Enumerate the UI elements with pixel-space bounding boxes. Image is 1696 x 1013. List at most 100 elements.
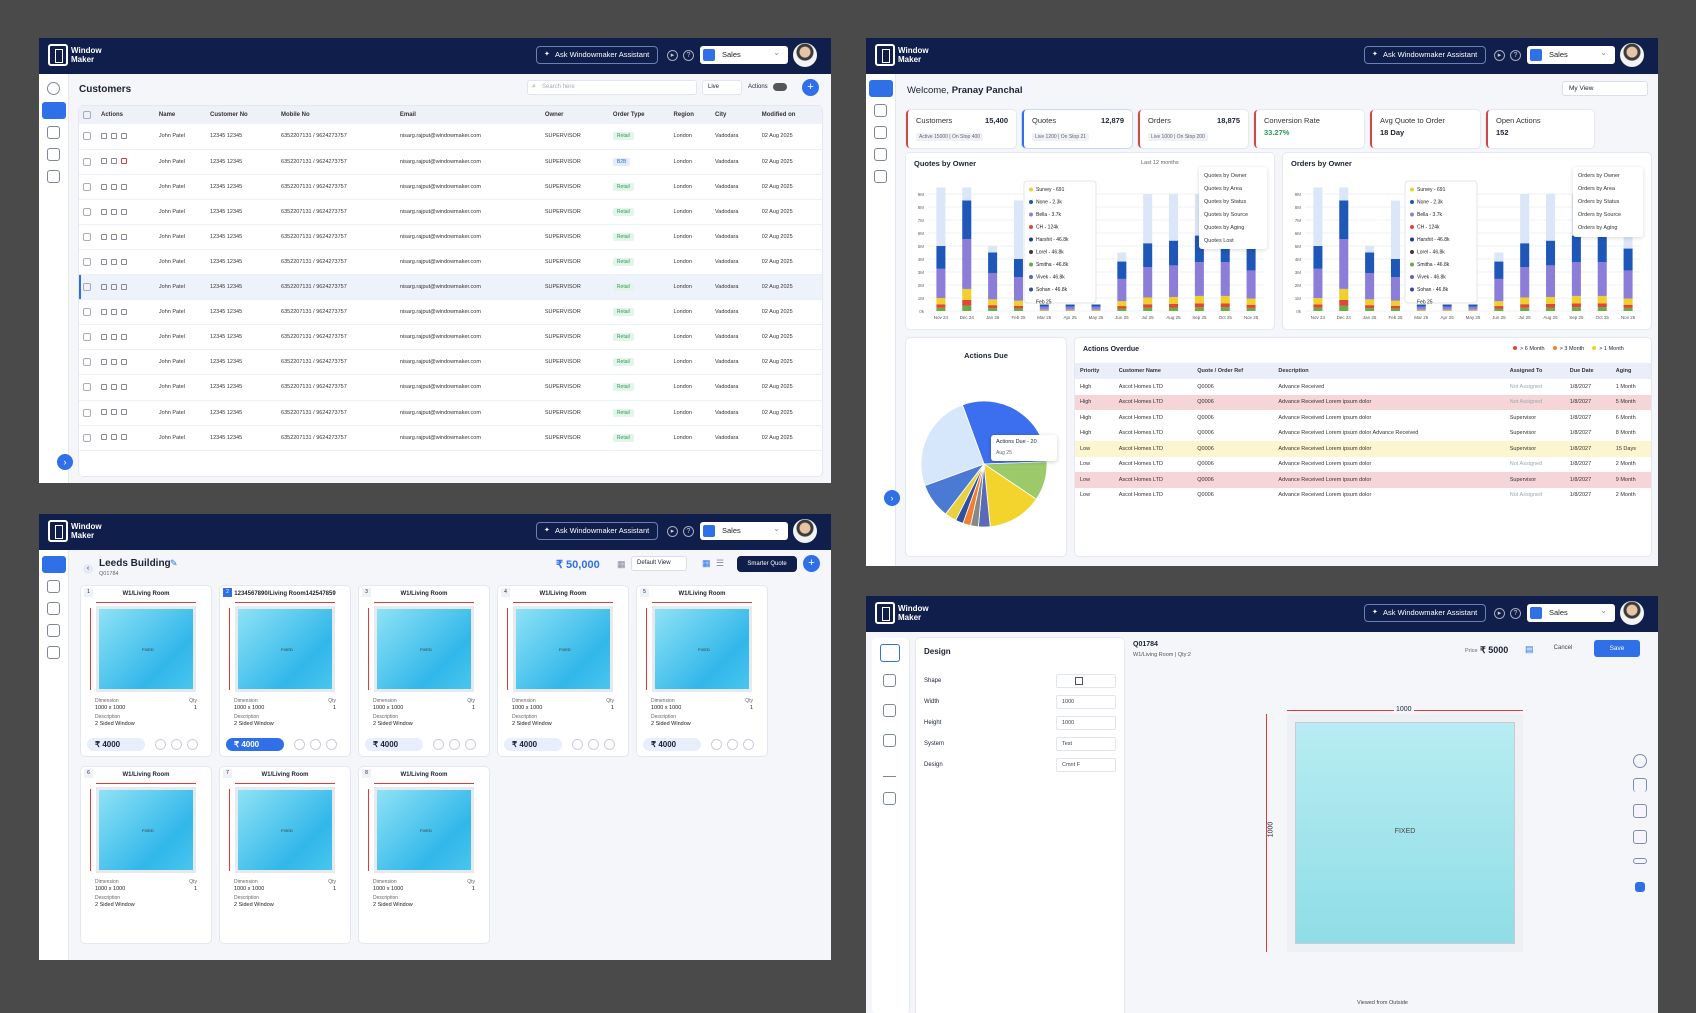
bar-segment[interactable]: [1065, 304, 1075, 307]
menu-item[interactable]: Quotes by Area: [1204, 186, 1242, 192]
bar-segment[interactable]: [988, 299, 998, 306]
edit-icon[interactable]: [111, 283, 117, 290]
view-icon[interactable]: [101, 208, 107, 215]
calculator-icon[interactable]: ▦: [617, 559, 626, 569]
bar-segment[interactable]: [1169, 307, 1179, 311]
door-icon[interactable]: [883, 704, 896, 717]
resize-icon[interactable]: [883, 734, 896, 747]
bar-segment[interactable]: [1220, 261, 1230, 296]
view-icon[interactable]: [101, 133, 107, 140]
help-icon[interactable]: ?: [683, 526, 694, 537]
bar-segment[interactable]: [1194, 307, 1204, 311]
help-icon[interactable]: ?: [683, 50, 694, 61]
bar-segment[interactable]: [1246, 307, 1256, 311]
bar-segment[interactable]: [1546, 265, 1556, 297]
bar-segment[interactable]: [1416, 306, 1426, 310]
bar-segment[interactable]: [1013, 259, 1023, 278]
orders-icon[interactable]: [47, 148, 60, 161]
bar-segment[interactable]: [1313, 298, 1323, 305]
edit-icon[interactable]: [111, 434, 117, 441]
edit-icon[interactable]: [171, 739, 182, 750]
menu-item[interactable]: Orders by Status: [1578, 199, 1620, 205]
bar-segment[interactable]: [1390, 300, 1400, 306]
kpi-card[interactable]: Avg Quote to Order 18 Day: [1370, 110, 1480, 148]
menu-item[interactable]: Quotes Lost: [1204, 238, 1234, 244]
column-header[interactable]: Owner: [540, 106, 609, 124]
table-row[interactable]: John Patel 12345 12345 6352207131 / 962427…: [79, 149, 822, 175]
quotes-icon[interactable]: [874, 126, 887, 139]
bar-segment[interactable]: [962, 288, 972, 300]
table-row[interactable]: John Patel 12345 12345 6352207131 / 962427…: [79, 374, 822, 401]
bar-segment[interactable]: [1597, 303, 1607, 308]
bar-segment[interactable]: [1339, 288, 1349, 300]
column-header[interactable]: Aging: [1610, 363, 1651, 379]
window-thumbnail[interactable]: FIXED: [235, 606, 335, 692]
edit-icon[interactable]: ✎: [170, 558, 178, 568]
delete-icon[interactable]: [121, 183, 127, 190]
assistant-button[interactable]: Ask Windowmaker Assistant: [536, 522, 659, 540]
play-icon[interactable]: ▸: [1494, 50, 1505, 61]
table-row[interactable]: Low Ascot Homes LTD Q0006 Advance Received …: [1075, 441, 1651, 457]
bar-segment[interactable]: [1246, 304, 1256, 308]
column-header[interactable]: Quote / Order Ref: [1192, 363, 1274, 379]
bar-segment[interactable]: [1313, 307, 1323, 311]
table-row[interactable]: John Patel 12345 12345 6352207131 / 962427…: [79, 299, 822, 326]
card-price[interactable]: ₹ 4000: [226, 738, 284, 751]
bar-segment[interactable]: [1220, 303, 1230, 308]
column-header[interactable]: Assigned To: [1504, 363, 1565, 379]
bar-segment[interactable]: [962, 299, 972, 306]
book-icon[interactable]: [1633, 804, 1647, 818]
bar-segment[interactable]: [1390, 277, 1400, 301]
bar-segment[interactable]: [988, 308, 998, 311]
row-checkbox[interactable]: [79, 149, 97, 175]
delete-icon[interactable]: [121, 283, 127, 290]
view-icon[interactable]: [101, 283, 107, 290]
add-customer-button[interactable]: +: [802, 79, 819, 96]
bar-segment[interactable]: [1246, 248, 1256, 271]
copy-icon[interactable]: [572, 739, 583, 750]
bar-segment[interactable]: [1623, 307, 1633, 311]
table-row[interactable]: High Ascot Homes LTD Q0006 Advance Received…: [1075, 425, 1651, 441]
copy-icon[interactable]: [294, 739, 305, 750]
save-button[interactable]: Save: [1594, 640, 1640, 657]
bar-segment[interactable]: [1143, 304, 1153, 308]
back-button[interactable]: ‹: [83, 564, 93, 574]
delete-icon[interactable]: [121, 158, 127, 165]
bar-segment[interactable]: [1520, 243, 1530, 268]
delete-icon[interactable]: [121, 133, 127, 140]
field-input[interactable]: Cmnt F: [1056, 758, 1116, 772]
bar-segment[interactable]: [1339, 239, 1349, 289]
calendar-icon[interactable]: [47, 170, 60, 183]
edit-icon[interactable]: [111, 233, 117, 240]
status-filter[interactable]: Live: [702, 80, 742, 95]
edit-icon[interactable]: [111, 359, 117, 366]
view-icon[interactable]: [101, 434, 107, 441]
copy-icon[interactable]: [711, 739, 722, 750]
bar-segment[interactable]: [1013, 308, 1023, 311]
row-checkbox[interactable]: [79, 274, 97, 301]
card-price[interactable]: ₹ 4000: [504, 738, 562, 751]
delete-icon[interactable]: [121, 359, 127, 366]
view-icon[interactable]: [101, 158, 107, 165]
table-row[interactable]: John Patel 12345 12345 6352207131 / 962427…: [79, 199, 822, 225]
assistant-button[interactable]: Ask Windowmaker Assistant: [536, 46, 659, 64]
toggle-icon[interactable]: [1635, 882, 1645, 892]
dashboard-icon[interactable]: [42, 556, 66, 573]
edit-icon[interactable]: [111, 133, 117, 140]
bar-segment[interactable]: [1597, 261, 1607, 296]
play-icon[interactable]: ▸: [667, 50, 678, 61]
orders-icon[interactable]: [874, 148, 887, 161]
window-thumbnail[interactable]: FIXED: [652, 606, 752, 692]
table-row[interactable]: John Patel 12345 12345 6352207131 / 962427…: [79, 324, 822, 351]
view-icon[interactable]: [101, 183, 107, 190]
frame-icon[interactable]: [883, 674, 896, 687]
menu-item[interactable]: Quotes by Source: [1204, 212, 1249, 218]
avatar[interactable]: [1620, 601, 1644, 625]
edit-icon[interactable]: [111, 334, 117, 341]
table-row[interactable]: Low Ascot Homes LTD Q0006 Advance Received …: [1075, 456, 1651, 472]
bar-segment[interactable]: [1169, 240, 1179, 266]
window-card[interactable]: 6 W1/Living Room FIXED Dimension Qty 1000 x 1…: [81, 767, 211, 943]
delete-icon[interactable]: [121, 208, 127, 215]
calendar-icon[interactable]: [47, 646, 60, 659]
avatar[interactable]: [1620, 43, 1644, 67]
